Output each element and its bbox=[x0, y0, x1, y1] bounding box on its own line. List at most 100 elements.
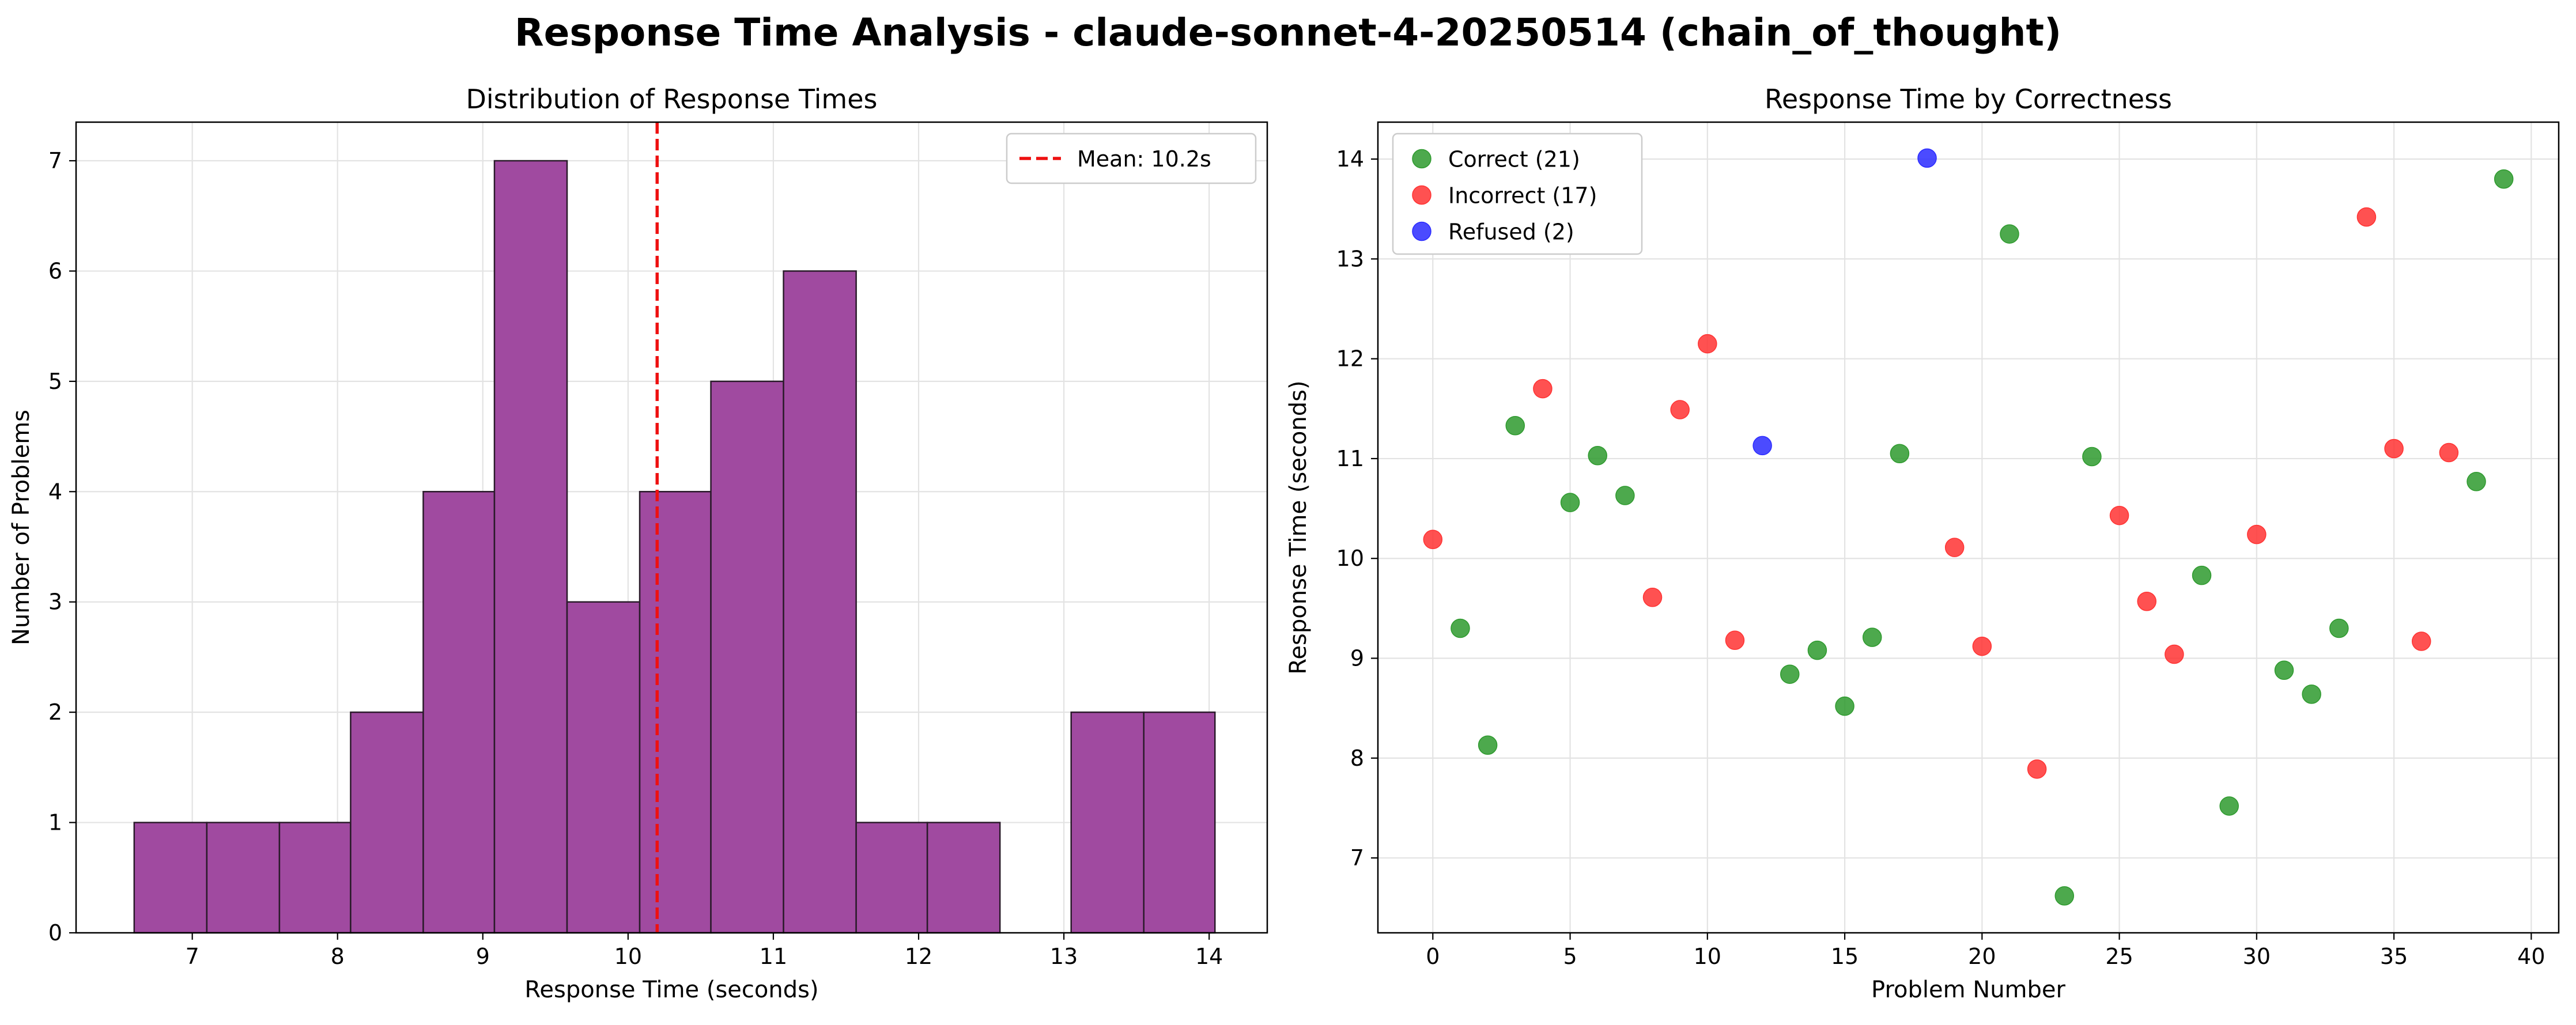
histogram-bar bbox=[278, 822, 352, 934]
hist-y-tick-label: 6 bbox=[48, 258, 62, 283]
legend-mean-label: Mean: 10.2s bbox=[1077, 146, 1211, 172]
scatter-y-tick-label: 9 bbox=[1350, 645, 1364, 671]
scatter-point bbox=[2137, 591, 2156, 611]
histogram-bar bbox=[493, 160, 568, 934]
scatter-x-tick-label: 30 bbox=[2243, 944, 2271, 969]
scatter-point bbox=[1423, 529, 1443, 550]
scatter-point bbox=[2384, 438, 2404, 459]
scatter-point bbox=[2467, 472, 2486, 491]
histogram-bar bbox=[926, 822, 1001, 934]
scatter-point bbox=[1505, 416, 1525, 436]
histogram-bar bbox=[1143, 711, 1216, 934]
scatter-point bbox=[2165, 644, 2184, 664]
scatter-point bbox=[1698, 334, 1717, 354]
scatter-point bbox=[2439, 442, 2459, 463]
scatter-x-tick-label: 15 bbox=[1831, 944, 1859, 969]
scatter-y-tick-label: 7 bbox=[1350, 845, 1364, 871]
scatter-point bbox=[1780, 664, 1800, 684]
hist-y-tick-label: 1 bbox=[48, 810, 62, 835]
scatter-point bbox=[2274, 660, 2294, 680]
hist-x-axis-label: Response Time (seconds) bbox=[524, 977, 818, 1003]
scatter-point bbox=[2219, 796, 2239, 816]
hist-x-tick-label: 9 bbox=[476, 944, 490, 969]
scatter-x-tick-label: 0 bbox=[1426, 944, 1440, 969]
hist-x-tick-label: 8 bbox=[331, 944, 345, 969]
scatter-point bbox=[2247, 524, 2267, 544]
scatter-legend-box bbox=[1392, 133, 1643, 255]
histogram-bar bbox=[350, 711, 424, 934]
legend-series-label: Refused (2) bbox=[1448, 220, 1574, 245]
scatter-point bbox=[2411, 631, 2431, 651]
scatter-point bbox=[2082, 447, 2102, 467]
legend-series-label: Incorrect (17) bbox=[1448, 183, 1597, 209]
scatter-x-tick-label: 10 bbox=[1694, 944, 1721, 969]
scatter-point bbox=[1835, 696, 1854, 716]
histogram-bar bbox=[206, 822, 281, 934]
scatter-point bbox=[1944, 538, 1965, 557]
scatter-point bbox=[1642, 588, 1663, 607]
hist-legend: Mean: 10.2s bbox=[1006, 133, 1257, 184]
histogram-bar bbox=[855, 822, 928, 934]
hist-x-tick-label: 11 bbox=[760, 944, 787, 969]
scatter-y-tick-label: 8 bbox=[1350, 746, 1364, 771]
hist-x-tick-label: 12 bbox=[905, 944, 932, 969]
scatter-series bbox=[1451, 169, 2514, 906]
scatter-point bbox=[1615, 486, 1635, 505]
scatter-series bbox=[1423, 207, 2459, 779]
scatter-point bbox=[2302, 684, 2321, 704]
hist-title: Distribution of Response Times bbox=[466, 84, 877, 115]
hist-y-tick-label: 3 bbox=[48, 589, 62, 615]
scatter-axes-frame bbox=[1377, 121, 2560, 934]
scatter-point bbox=[2109, 505, 2129, 525]
scatter-point bbox=[1972, 636, 1992, 656]
hist-x-tick-label: 7 bbox=[186, 944, 199, 969]
scatter-title: Response Time by Correctness bbox=[1765, 84, 2172, 115]
scatter-point bbox=[1560, 493, 1580, 512]
scatter-legend: Correct (21) Incorrect (17) Refused (2) bbox=[1392, 133, 1643, 255]
scatter-point bbox=[1752, 436, 1772, 456]
scatter-point bbox=[1670, 400, 1690, 419]
scatter-point bbox=[1533, 379, 1553, 399]
scatter-panel: 0 5 10 15 20 25 30 35 40 7 8 9 10 11 12 13 14 Response Ti… bbox=[1285, 84, 2560, 1003]
scatter-point bbox=[1725, 630, 1745, 650]
scatter-x-tick-label: 5 bbox=[1563, 944, 1577, 969]
hist-x-tick-label: 10 bbox=[614, 944, 642, 969]
scatter-x-axis-label: Problem Number bbox=[1871, 977, 2065, 1003]
histogram-bar bbox=[1070, 711, 1145, 934]
histogram-bar bbox=[783, 270, 857, 934]
figure-title: Response Time Analysis - claude-sonnet-4… bbox=[514, 10, 2062, 55]
scatter-series bbox=[1752, 148, 1937, 456]
hist-y-tick-label: 5 bbox=[48, 369, 62, 394]
scatter-y-axis-label: Response Time (seconds) bbox=[1285, 380, 1312, 674]
scatter-y-tick-label: 14 bbox=[1336, 146, 1364, 172]
hist-legend-box bbox=[1006, 133, 1257, 184]
scatter-point bbox=[2192, 565, 2212, 585]
scatter-point bbox=[1890, 444, 1910, 464]
scatter-y-tick-label: 10 bbox=[1336, 546, 1364, 571]
scatter-x-tick-label: 20 bbox=[1968, 944, 1996, 969]
legend-marker bbox=[1412, 185, 1431, 205]
scatter-point bbox=[1917, 148, 1937, 168]
scatter-point bbox=[1478, 735, 1498, 755]
scatter-point bbox=[2027, 759, 2047, 779]
scatter-y-tick-label: 13 bbox=[1336, 246, 1364, 271]
legend-series-label: Correct (21) bbox=[1448, 147, 1580, 172]
scatter-point bbox=[1862, 627, 1882, 647]
scatter-y-tick-label: 12 bbox=[1336, 346, 1364, 372]
scatter-point bbox=[1451, 618, 1470, 638]
scatter-point bbox=[1807, 640, 1827, 660]
scatter-plot-area bbox=[1378, 122, 2559, 933]
histogram-bar bbox=[422, 491, 496, 934]
hist-axes-frame bbox=[75, 121, 1268, 934]
histogram-bar bbox=[639, 491, 712, 934]
legend-marker bbox=[1412, 149, 1431, 169]
hist-y-tick-label: 7 bbox=[48, 148, 62, 173]
scatter-point bbox=[2356, 207, 2377, 227]
hist-y-tick-label: 2 bbox=[48, 699, 62, 725]
histogram-bar bbox=[133, 822, 208, 934]
scatter-point bbox=[1588, 445, 1607, 466]
scatter-point bbox=[2494, 169, 2514, 189]
scatter-x-tick-label: 40 bbox=[2517, 944, 2545, 969]
hist-y-tick-label: 0 bbox=[48, 920, 62, 945]
